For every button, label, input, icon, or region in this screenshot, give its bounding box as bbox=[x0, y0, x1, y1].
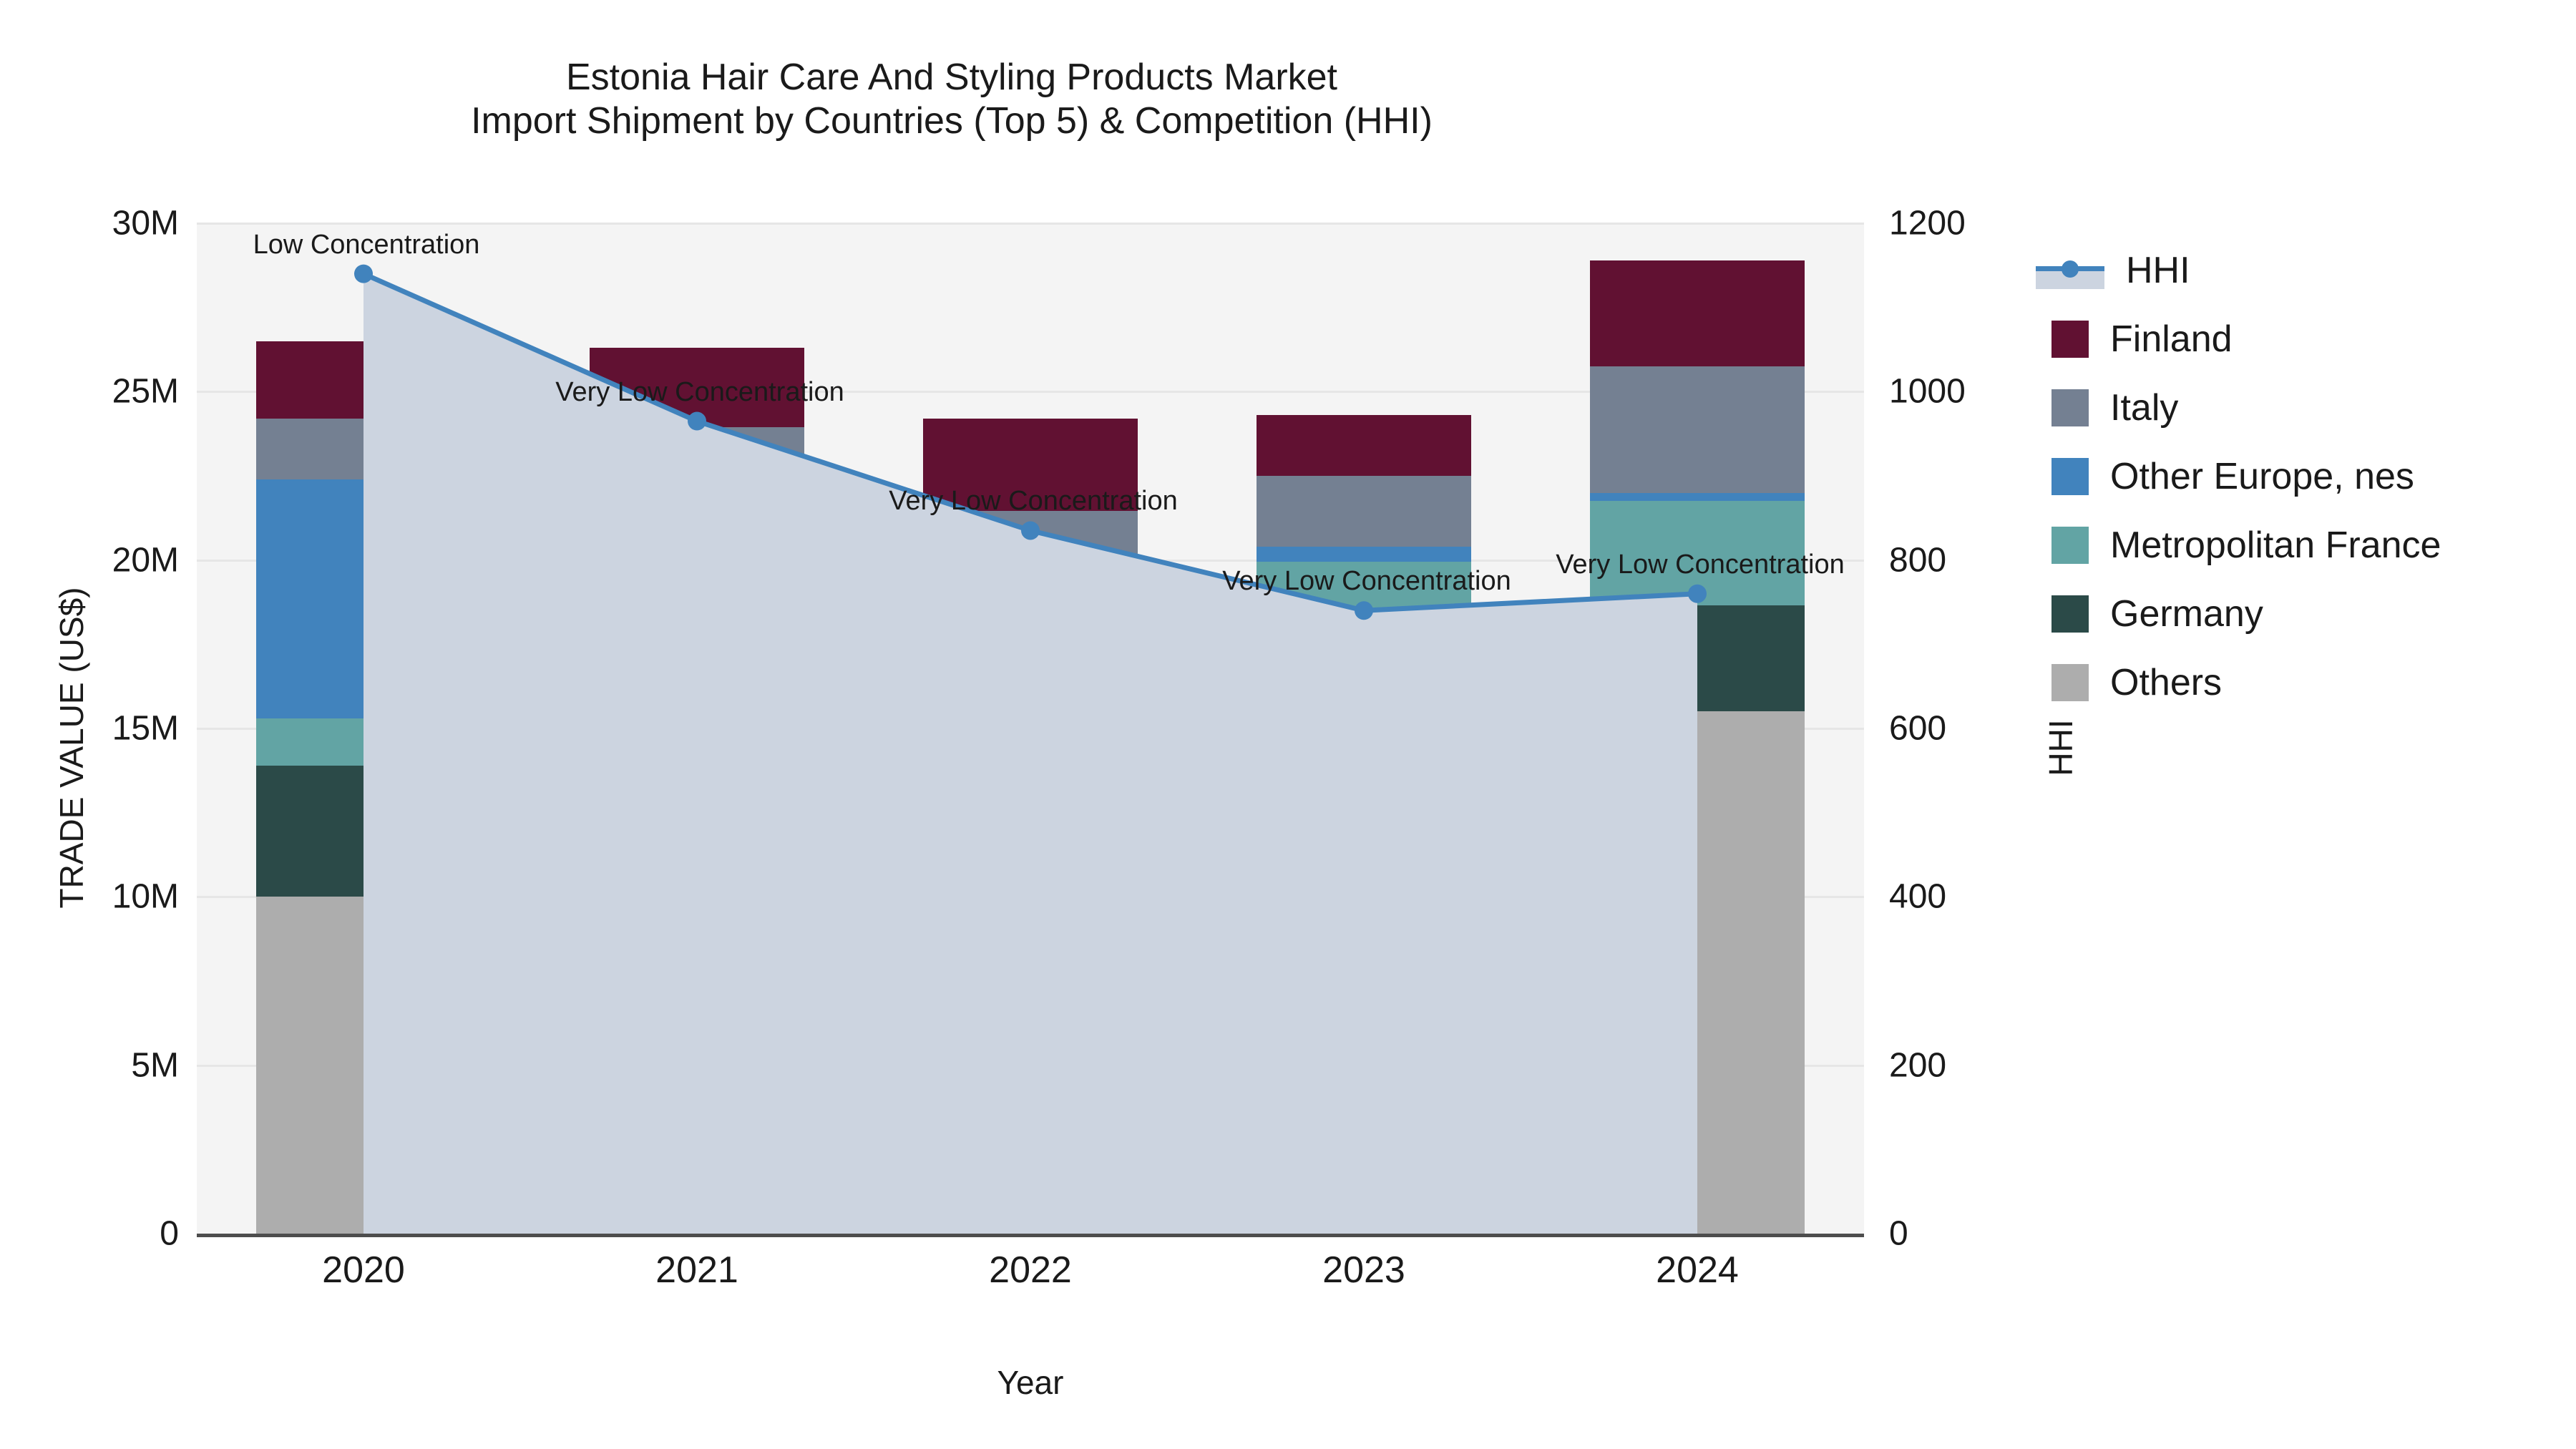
legend-marker-dot bbox=[2062, 260, 2079, 278]
y-axis-right-tick-label: 0 bbox=[1889, 1214, 1908, 1253]
legend-color-swatch bbox=[2051, 389, 2089, 426]
hhi-annotation-label: Very Low Concentration bbox=[1556, 549, 1845, 580]
legend-item-label: Germany bbox=[2110, 593, 2263, 635]
bar-segment bbox=[256, 341, 471, 419]
bar-segment bbox=[1590, 366, 1805, 493]
legend-color-swatch bbox=[2051, 595, 2089, 633]
bar-segment bbox=[1257, 415, 1471, 476]
legend-line-icon bbox=[2036, 252, 2104, 289]
y-axis-right-tick-label: 1000 bbox=[1889, 372, 1966, 411]
bar-segment bbox=[923, 856, 1138, 1234]
y-axis-left-tick-label: 0 bbox=[160, 1214, 179, 1253]
legend-item[interactable]: Germany bbox=[2036, 580, 2565, 648]
legend-item-label: Italy bbox=[2110, 387, 2179, 429]
bar-segment bbox=[590, 426, 804, 487]
bar-segment bbox=[1257, 655, 1471, 766]
y-axis-left-tick-label: 15M bbox=[112, 709, 179, 748]
bar-segment bbox=[256, 897, 471, 1234]
bar-segment bbox=[923, 590, 1138, 631]
bar-segment bbox=[1590, 711, 1805, 1234]
legend-item[interactable]: Other Europe, nes bbox=[2036, 442, 2565, 511]
bar-segment bbox=[256, 718, 471, 766]
bar-segment bbox=[590, 699, 804, 788]
hhi-annotation-label: Very Low Concentration bbox=[1222, 566, 1511, 597]
bar-segment bbox=[1257, 476, 1471, 547]
legend-item[interactable]: Italy bbox=[2036, 374, 2565, 442]
bar-segment bbox=[256, 479, 471, 718]
chart-title: Estonia Hair Care And Styling Products M… bbox=[0, 56, 1903, 144]
y-axis-right-tick-label: 600 bbox=[1889, 709, 1947, 748]
bar-segment bbox=[923, 728, 1138, 857]
bar-segment bbox=[1590, 492, 1805, 502]
bar-segment bbox=[590, 787, 804, 909]
legend-item-label: Others bbox=[2110, 662, 2223, 703]
legend-color-swatch bbox=[2051, 527, 2089, 564]
y-axis-right-tick-label: 800 bbox=[1889, 541, 1947, 580]
legend: HHI Finland Italy Other Europe, nes Metropol… bbox=[2036, 236, 2565, 717]
y-axis-left-tick-label: 25M bbox=[112, 372, 179, 411]
y-axis-left-tick-label: 5M bbox=[131, 1046, 179, 1085]
y-axis-left-tick-label: 20M bbox=[112, 541, 179, 580]
x-axis-tick-label: 2020 bbox=[322, 1249, 405, 1291]
bar-segment bbox=[256, 418, 471, 479]
bar-segment bbox=[590, 486, 804, 700]
bar-segment bbox=[923, 511, 1138, 590]
hhi-annotation-label: Low Concentration bbox=[253, 229, 480, 260]
chart-title-line-1: Estonia Hair Care And Styling Products M… bbox=[565, 57, 1338, 98]
legend-color-swatch bbox=[2051, 664, 2089, 701]
bar-segment bbox=[1257, 765, 1471, 1234]
legend-item-label: Finland bbox=[2110, 318, 2233, 360]
legend-item[interactable]: Metropolitan France bbox=[2036, 511, 2565, 580]
x-axis-tick-label: 2022 bbox=[989, 1249, 1072, 1291]
y-axis-right-tick-label: 400 bbox=[1889, 877, 1947, 916]
legend-item[interactable]: Finland bbox=[2036, 305, 2565, 374]
bar-segment bbox=[1590, 605, 1805, 712]
legend-color-swatch bbox=[2051, 321, 2089, 358]
y-axis-left-tick-label: 30M bbox=[112, 204, 179, 243]
legend-item-label: Metropolitan France bbox=[2110, 525, 2441, 566]
legend-item[interactable]: HHI bbox=[2036, 236, 2565, 305]
bar-segment bbox=[923, 630, 1138, 728]
legend-item[interactable]: Others bbox=[2036, 648, 2565, 717]
x-axis-line bbox=[197, 1234, 1864, 1237]
chart-title-line-2: Import Shipment by Countries (Top 5) & C… bbox=[471, 100, 1433, 142]
gridline bbox=[197, 223, 1864, 225]
bar-segment bbox=[1590, 260, 1805, 367]
y-axis-right-tick-label: 200 bbox=[1889, 1046, 1947, 1085]
legend-item-label: HHI bbox=[2126, 250, 2190, 291]
legend-item-label: Other Europe, nes bbox=[2110, 456, 2414, 497]
y-axis-left-tick-label: 10M bbox=[112, 877, 179, 916]
x-axis-tick-label: 2021 bbox=[655, 1249, 738, 1291]
x-axis-title: Year bbox=[997, 1364, 1064, 1401]
legend-color-swatch bbox=[2051, 458, 2089, 495]
hhi-annotation-label: Very Low Concentration bbox=[555, 376, 844, 407]
bar-segment bbox=[1257, 546, 1471, 562]
y-axis-right-tick-label: 1200 bbox=[1889, 204, 1966, 243]
x-axis-tick-label: 2023 bbox=[1322, 1249, 1405, 1291]
bar-segment bbox=[590, 908, 804, 1234]
y-axis-left-title: TRADE VALUE (US$) bbox=[53, 587, 90, 909]
hhi-annotation-label: Very Low Concentration bbox=[889, 486, 1178, 517]
bar-segment bbox=[256, 765, 471, 897]
x-axis-tick-label: 2024 bbox=[1656, 1249, 1739, 1291]
